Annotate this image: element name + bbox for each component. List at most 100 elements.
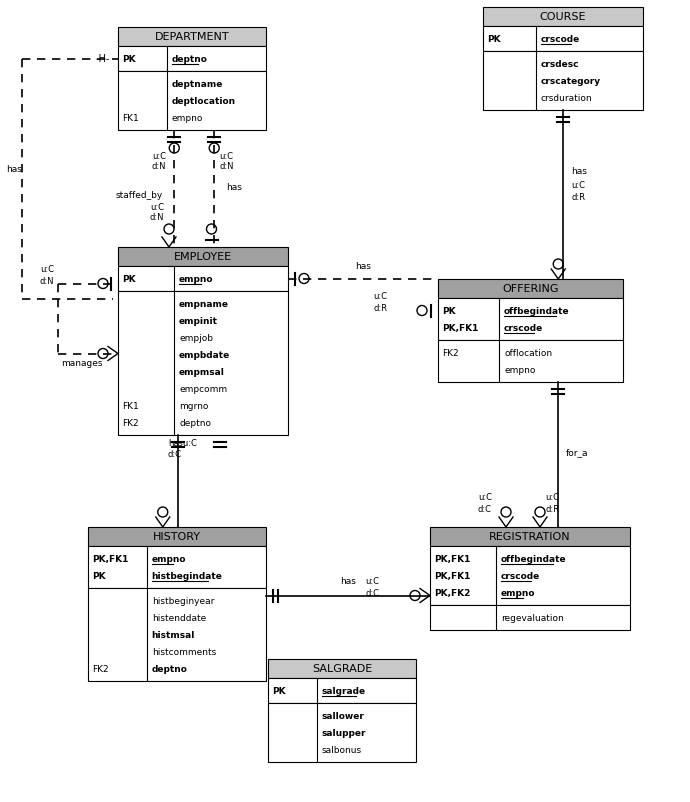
Text: u:C: u:C (219, 152, 233, 160)
Text: empinit: empinit (179, 317, 218, 326)
Text: crsduration: crsduration (541, 94, 593, 103)
Text: empno: empno (179, 274, 214, 284)
Text: d:R: d:R (373, 304, 387, 313)
Text: empbdate: empbdate (179, 350, 230, 359)
Text: offbegindate: offbegindate (504, 306, 570, 316)
Text: deptno: deptno (152, 664, 188, 673)
Text: PK,FK1: PK,FK1 (92, 554, 128, 563)
Text: salgrade: salgrade (322, 687, 366, 695)
Text: u:C: u:C (373, 292, 387, 301)
Text: DEPARTMENT: DEPARTMENT (155, 32, 229, 43)
Text: u:C: u:C (152, 152, 166, 160)
Text: OFFERING: OFFERING (502, 284, 559, 294)
Text: crscategory: crscategory (541, 77, 601, 86)
Text: SALGRADE: SALGRADE (312, 664, 372, 674)
Text: PK: PK (122, 274, 136, 284)
Text: u:C: u:C (478, 492, 492, 501)
Text: regevaluation: regevaluation (501, 614, 564, 622)
Text: empmsal: empmsal (179, 367, 225, 376)
Text: deptno: deptno (179, 419, 211, 427)
Text: FK2: FK2 (92, 664, 108, 673)
Text: empno: empno (501, 588, 535, 597)
Bar (88, 588, 266, 681)
Text: mgrno: mgrno (179, 402, 208, 411)
Text: FK2: FK2 (442, 349, 459, 358)
Bar (430, 546, 630, 606)
Text: EMPLOYEE: EMPLOYEE (174, 252, 232, 262)
Text: FK1: FK1 (122, 402, 139, 411)
Text: histcomments: histcomments (152, 647, 216, 656)
Bar (483, 27, 643, 52)
Text: d:C: d:C (365, 589, 379, 597)
Text: sallower: sallower (322, 711, 365, 720)
Text: PK: PK (92, 571, 106, 581)
Bar (483, 52, 643, 111)
Text: empjob: empjob (179, 334, 213, 342)
Text: empno: empno (152, 554, 186, 563)
Bar (268, 703, 416, 762)
Text: HISTORY: HISTORY (153, 532, 201, 542)
Text: REGISTRATION: REGISTRATION (489, 532, 571, 542)
Bar (430, 606, 630, 630)
Bar (438, 298, 623, 341)
Text: empno: empno (172, 114, 204, 123)
Bar (438, 280, 623, 298)
Bar (88, 546, 266, 588)
Text: PK: PK (442, 306, 455, 316)
Text: crscode: crscode (541, 35, 580, 44)
Text: u:C: u:C (365, 577, 379, 585)
Bar (483, 8, 643, 27)
Text: u:C: u:C (545, 492, 559, 501)
Text: staffed_by: staffed_by (116, 190, 163, 199)
Text: has: has (340, 577, 356, 585)
Bar (268, 678, 416, 703)
Text: manages: manages (61, 359, 103, 368)
Text: -H-: -H- (96, 54, 110, 63)
Text: hasu:C: hasu:C (168, 439, 197, 448)
Text: d:N: d:N (150, 213, 164, 221)
Text: histbeginyear: histbeginyear (152, 596, 214, 606)
Bar (118, 267, 288, 292)
Bar (88, 528, 266, 546)
Text: u:C: u:C (150, 203, 164, 212)
Bar (430, 528, 630, 546)
Text: crscode: crscode (504, 323, 543, 333)
Text: empcomm: empcomm (179, 384, 227, 394)
Text: deptname: deptname (172, 80, 224, 89)
Text: offlocation: offlocation (504, 349, 552, 358)
Text: has: has (226, 182, 242, 191)
Text: PK,FK1: PK,FK1 (434, 554, 471, 563)
Text: FK2: FK2 (122, 419, 139, 427)
Text: PK,FK1: PK,FK1 (434, 571, 471, 581)
Text: d:C: d:C (168, 449, 181, 459)
Bar (118, 28, 266, 47)
Text: COURSE: COURSE (540, 13, 586, 22)
Text: offbegindate: offbegindate (501, 554, 566, 563)
Text: histmsal: histmsal (152, 630, 195, 639)
Text: histenddate: histenddate (152, 614, 206, 622)
Text: FK1: FK1 (122, 114, 139, 123)
Text: histbegindate: histbegindate (152, 571, 223, 581)
Text: crsdesc: crsdesc (541, 60, 580, 69)
Text: PK: PK (122, 55, 136, 64)
Bar (118, 292, 288, 435)
Text: empname: empname (179, 300, 229, 309)
Text: has: has (6, 164, 22, 174)
Text: d:R: d:R (571, 192, 585, 201)
Text: has: has (355, 262, 371, 271)
Text: has: has (571, 166, 587, 176)
Text: d:N: d:N (152, 162, 166, 171)
Bar (118, 47, 266, 72)
Bar (118, 72, 266, 131)
Bar (438, 341, 623, 383)
Text: d:N: d:N (39, 277, 54, 286)
Text: u:C: u:C (40, 265, 54, 274)
Text: PK,FK1: PK,FK1 (442, 323, 478, 333)
Text: PK,FK2: PK,FK2 (434, 588, 471, 597)
Text: crscode: crscode (501, 571, 540, 581)
Text: deptno: deptno (172, 55, 208, 64)
Text: PK: PK (487, 35, 501, 44)
Text: d:R: d:R (545, 504, 559, 513)
Text: PK: PK (272, 687, 286, 695)
Text: d:C: d:C (478, 504, 492, 513)
